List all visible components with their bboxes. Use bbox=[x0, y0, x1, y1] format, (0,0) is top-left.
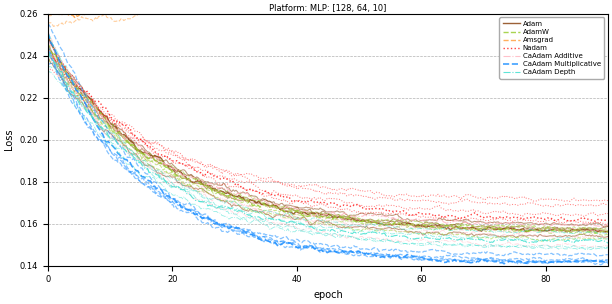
CaAdam Multiplicative bbox=[451, 257, 458, 261]
Nadam bbox=[50, 56, 58, 60]
CaAdam Additive bbox=[226, 191, 234, 195]
CaAdam Additive bbox=[449, 220, 456, 223]
Adam bbox=[602, 230, 609, 234]
CaAdam Multiplicative bbox=[44, 31, 51, 35]
AdamW bbox=[44, 44, 51, 47]
CaAdam Additive bbox=[266, 201, 274, 205]
Amsgrad bbox=[113, 8, 121, 11]
Adam bbox=[266, 205, 274, 209]
Line: AdamW: AdamW bbox=[48, 46, 608, 233]
CaAdam Depth bbox=[266, 216, 274, 220]
AdamW bbox=[266, 205, 274, 209]
CaAdam Additive bbox=[397, 217, 404, 221]
X-axis label: epoch: epoch bbox=[313, 290, 343, 300]
CaAdam Depth bbox=[604, 241, 611, 245]
CaAdam Multiplicative bbox=[501, 262, 508, 265]
Adam bbox=[226, 193, 234, 196]
CaAdam Depth bbox=[449, 237, 456, 241]
CaAdam Additive bbox=[44, 39, 51, 43]
AdamW bbox=[449, 225, 456, 229]
AdamW bbox=[111, 131, 119, 134]
Adam bbox=[449, 227, 456, 230]
CaAdam Multiplicative bbox=[397, 256, 404, 259]
Nadam bbox=[604, 219, 611, 222]
CaAdam Depth bbox=[451, 237, 458, 241]
Y-axis label: Loss: Loss bbox=[4, 129, 14, 150]
AdamW bbox=[397, 222, 404, 226]
Line: CaAdam Additive: CaAdam Additive bbox=[48, 41, 608, 227]
AdamW bbox=[604, 230, 611, 234]
Nadam bbox=[228, 181, 236, 184]
Title: Platform: MLP: [128, 64, 10]: Platform: MLP: [128, 64, 10] bbox=[269, 4, 387, 13]
AdamW bbox=[226, 194, 234, 198]
Nadam bbox=[453, 216, 460, 220]
CaAdam Depth bbox=[44, 50, 51, 54]
Adam bbox=[111, 124, 119, 128]
CaAdam Additive bbox=[451, 219, 458, 223]
Nadam bbox=[398, 210, 405, 213]
CaAdam Multiplicative bbox=[449, 259, 456, 263]
CaAdam Additive bbox=[604, 223, 611, 226]
CaAdam Additive bbox=[111, 128, 119, 131]
Amsgrad bbox=[267, 0, 275, 3]
Line: Nadam: Nadam bbox=[48, 58, 608, 221]
Nadam bbox=[566, 219, 573, 223]
Adam bbox=[397, 223, 404, 226]
Adam bbox=[604, 230, 611, 233]
AdamW bbox=[595, 231, 603, 235]
CaAdam Multiplicative bbox=[111, 147, 119, 150]
Line: CaAdam Multiplicative: CaAdam Multiplicative bbox=[48, 33, 608, 264]
CaAdam Depth bbox=[226, 207, 234, 211]
Line: Amsgrad: Amsgrad bbox=[48, 0, 608, 18]
CaAdam Multiplicative bbox=[604, 261, 611, 265]
Nadam bbox=[44, 57, 51, 61]
Nadam bbox=[267, 192, 275, 196]
Line: CaAdam Depth: CaAdam Depth bbox=[48, 52, 608, 243]
AdamW bbox=[451, 226, 458, 230]
CaAdam Depth bbox=[111, 138, 119, 142]
Line: Adam: Adam bbox=[48, 35, 608, 232]
Amsgrad bbox=[228, 0, 236, 2]
Nadam bbox=[113, 119, 121, 123]
Nadam bbox=[450, 214, 457, 218]
Amsgrad bbox=[71, 16, 78, 19]
CaAdam Multiplicative bbox=[226, 226, 234, 229]
CaAdam Additive bbox=[600, 225, 607, 229]
Legend: Adam, AdamW, Amsgrad, Nadam, CaAdam Additive, CaAdam Multiplicative, CaAdam Dept: Adam, AdamW, Amsgrad, Nadam, CaAdam Addi… bbox=[499, 17, 605, 79]
Adam bbox=[451, 225, 458, 229]
Adam bbox=[44, 33, 51, 37]
Amsgrad bbox=[44, 5, 51, 9]
CaAdam Multiplicative bbox=[266, 240, 274, 244]
CaAdam Depth bbox=[397, 234, 404, 238]
